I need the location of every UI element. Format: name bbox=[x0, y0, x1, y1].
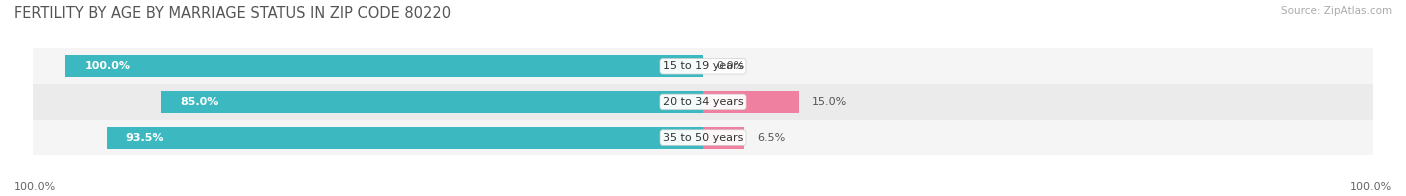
Text: 6.5%: 6.5% bbox=[758, 132, 786, 142]
Bar bbox=[34, 120, 1372, 155]
Bar bbox=[703, 91, 799, 113]
Text: FERTILITY BY AGE BY MARRIAGE STATUS IN ZIP CODE 80220: FERTILITY BY AGE BY MARRIAGE STATUS IN Z… bbox=[14, 6, 451, 21]
Bar bbox=[65, 55, 703, 77]
Bar bbox=[703, 126, 744, 149]
Text: 15.0%: 15.0% bbox=[811, 97, 846, 107]
Text: 100.0%: 100.0% bbox=[14, 182, 56, 192]
Text: Source: ZipAtlas.com: Source: ZipAtlas.com bbox=[1281, 6, 1392, 16]
Text: 0.0%: 0.0% bbox=[716, 61, 744, 71]
Bar bbox=[34, 84, 1372, 120]
Text: 93.5%: 93.5% bbox=[125, 132, 165, 142]
Bar bbox=[34, 48, 1372, 84]
Bar bbox=[107, 126, 703, 149]
Text: 35 to 50 years: 35 to 50 years bbox=[662, 132, 744, 142]
Text: 100.0%: 100.0% bbox=[1350, 182, 1392, 192]
Text: 20 to 34 years: 20 to 34 years bbox=[662, 97, 744, 107]
Bar bbox=[160, 91, 703, 113]
Text: 85.0%: 85.0% bbox=[180, 97, 218, 107]
Text: 15 to 19 years: 15 to 19 years bbox=[662, 61, 744, 71]
Text: 100.0%: 100.0% bbox=[84, 61, 131, 71]
